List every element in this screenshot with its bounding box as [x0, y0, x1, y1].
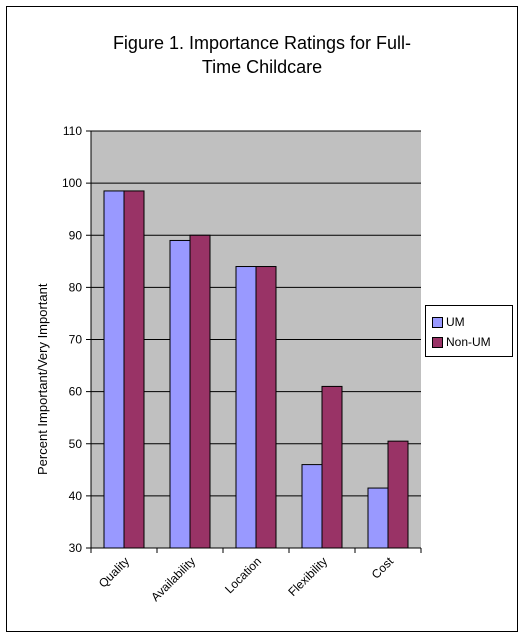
bar-non-um-quality: [123, 190, 145, 549]
legend-item-non-um: Non-UM: [432, 334, 491, 350]
bar-non-um-cost: [387, 440, 409, 549]
chart-legend: UM Non-UM: [425, 305, 513, 357]
chart-title-line-2: Time Childcare: [201, 57, 323, 77]
y-tick-label: 80: [69, 280, 83, 294]
legend-item-um: UM: [432, 314, 465, 330]
chart-frame: Figure 1. Importance Ratings for Full- T…: [6, 6, 518, 632]
x-tick-label: Location: [222, 554, 264, 596]
y-tick-label: 90: [69, 228, 83, 242]
y-tick-label: 30: [69, 541, 83, 555]
bar-um-availability: [169, 239, 191, 549]
legend-label-um: UM: [446, 315, 465, 329]
bar-chart: 30 40 50 60 70 80 90 100 110 Quality Availability L…: [62, 124, 422, 604]
y-tick-label: 40: [69, 489, 83, 503]
y-tick-label: 50: [69, 437, 83, 451]
legend-swatch-um: [432, 317, 443, 329]
y-axis-label: Percent Important/Very Important: [35, 283, 50, 475]
bar-non-um-availability: [189, 234, 211, 549]
legend-swatch-non-um: [432, 337, 443, 349]
x-tick-label: Flexibility: [285, 554, 330, 599]
x-tick-label: Cost: [369, 554, 397, 582]
x-tick-label: Availability: [148, 554, 198, 604]
bar-um-location: [235, 266, 257, 549]
bar-um-cost: [367, 487, 389, 549]
bar-non-um-location: [255, 266, 277, 549]
bar-um-flexibility: [301, 464, 323, 549]
chart-title-line-1: Figure 1. Importance Ratings for Full-: [112, 33, 412, 53]
x-tick-label: Quality: [96, 554, 132, 590]
y-tick-label: 60: [69, 385, 83, 399]
bar-um-quality: [103, 190, 125, 549]
bar-non-um-flexibility: [321, 385, 343, 549]
y-tick-label: 110: [63, 124, 82, 138]
y-tick-label: 100: [62, 176, 82, 190]
y-tick-label: 70: [69, 333, 83, 347]
legend-label-non-um: Non-UM: [446, 335, 491, 349]
